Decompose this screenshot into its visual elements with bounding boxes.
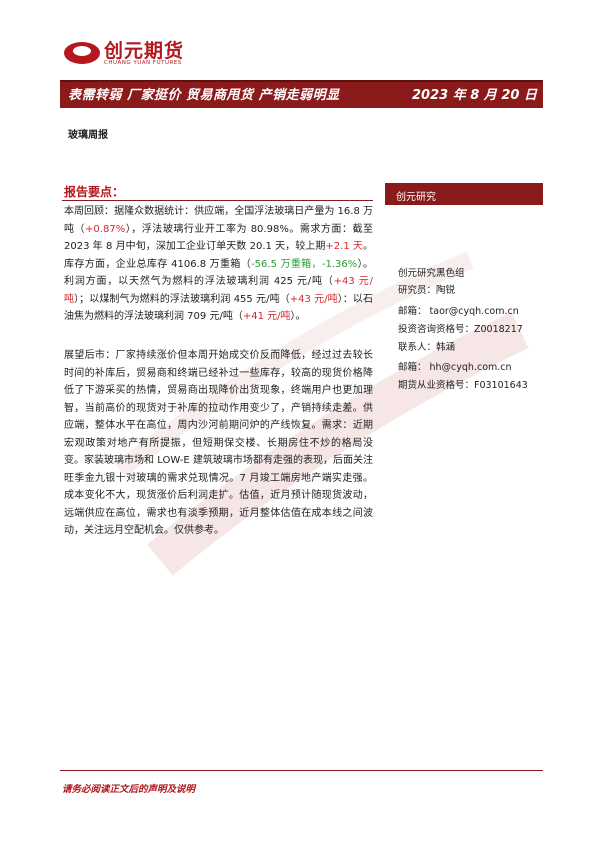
logo-text: 创元期货 bbox=[104, 40, 185, 62]
paragraph: 展望后市：厂家持续涨价但本周开始成交价反而降低，经过过去较长时间的补库后，贸易商… bbox=[64, 347, 373, 540]
sidebar-header bbox=[385, 183, 543, 205]
divider bbox=[62, 200, 373, 201]
logo-subtext: CHUANG YUAN FUTURES bbox=[104, 60, 182, 66]
highlight: +2.1 天 bbox=[325, 241, 363, 252]
banner bbox=[60, 80, 543, 108]
text-run: ）；以煤制气为燃料的浮法玻璃利润 455 元/吨（ bbox=[74, 293, 290, 305]
text-run: ）。利润方面，以天然气为燃料的浮法玻璃利润 425 元/吨（ bbox=[64, 258, 373, 288]
highlight: +41 元/吨 bbox=[242, 311, 291, 322]
text-run: ）。 bbox=[290, 311, 306, 322]
divider bbox=[60, 770, 543, 771]
banner-title: 表需转弱 厂家挺价 贸易商甩货 产销走弱明显 bbox=[68, 88, 340, 103]
sidebar-line: 投资咨询资格号：Z0018217 bbox=[398, 324, 523, 335]
report-type: 玻璃周报 bbox=[68, 130, 108, 141]
text-run: 本周回顾：据隆众数据统计：供应端，全国浮法玻璃日产量为 16.8 万吨（ bbox=[64, 206, 373, 235]
text-run: 。库存方面，企业总库存 4106.8 万重箱（ bbox=[64, 241, 373, 270]
sidebar-line: 联系人：韩涵 bbox=[398, 342, 456, 353]
sidebar-line: 邮箱： hh@cyqh.com.cn bbox=[398, 362, 512, 373]
text-run: ），浮法玻璃行业开工率为 80.98%。需求方面：截至 2023 年 8 月中旬… bbox=[64, 223, 373, 253]
sidebar-line: 研究员：陶锐 bbox=[398, 285, 456, 296]
highlight: -56.5 万重箱，-1.36% bbox=[251, 258, 358, 270]
text-run: 展望后市：厂家持续涨价但本周开始成交价反而降低，经过过去较长时间的补库后，贸易商… bbox=[64, 350, 373, 536]
paragraph: 本周回顾：据隆众数据统计：供应端，全国浮法玻璃日产量为 16.8 万吨（+0.8… bbox=[64, 203, 373, 326]
sidebar-line: 创元研究黑色组 bbox=[398, 268, 465, 279]
section-heading: 报告要点： bbox=[64, 185, 125, 199]
logo-icon bbox=[64, 42, 100, 64]
text-run: ）：以石油焦为燃料的浮法玻璃利润 709 元/吨（ bbox=[64, 293, 374, 323]
banner-date: 2023 年 8 月 20 日 bbox=[412, 88, 537, 103]
sidebar-line: 邮箱： taor@cyqh.com.cn bbox=[398, 306, 519, 317]
highlight: +43 元/吨 bbox=[289, 293, 338, 305]
highlight: +43 元/吨 bbox=[64, 276, 373, 305]
highlight: +0.87% bbox=[85, 223, 126, 235]
sidebar-line: 期货从业资格号：F03101643 bbox=[398, 380, 528, 391]
footer-note: 请务必阅读正文后的声明及说明 bbox=[62, 784, 196, 795]
sidebar-title: 创元研究 bbox=[396, 192, 436, 203]
